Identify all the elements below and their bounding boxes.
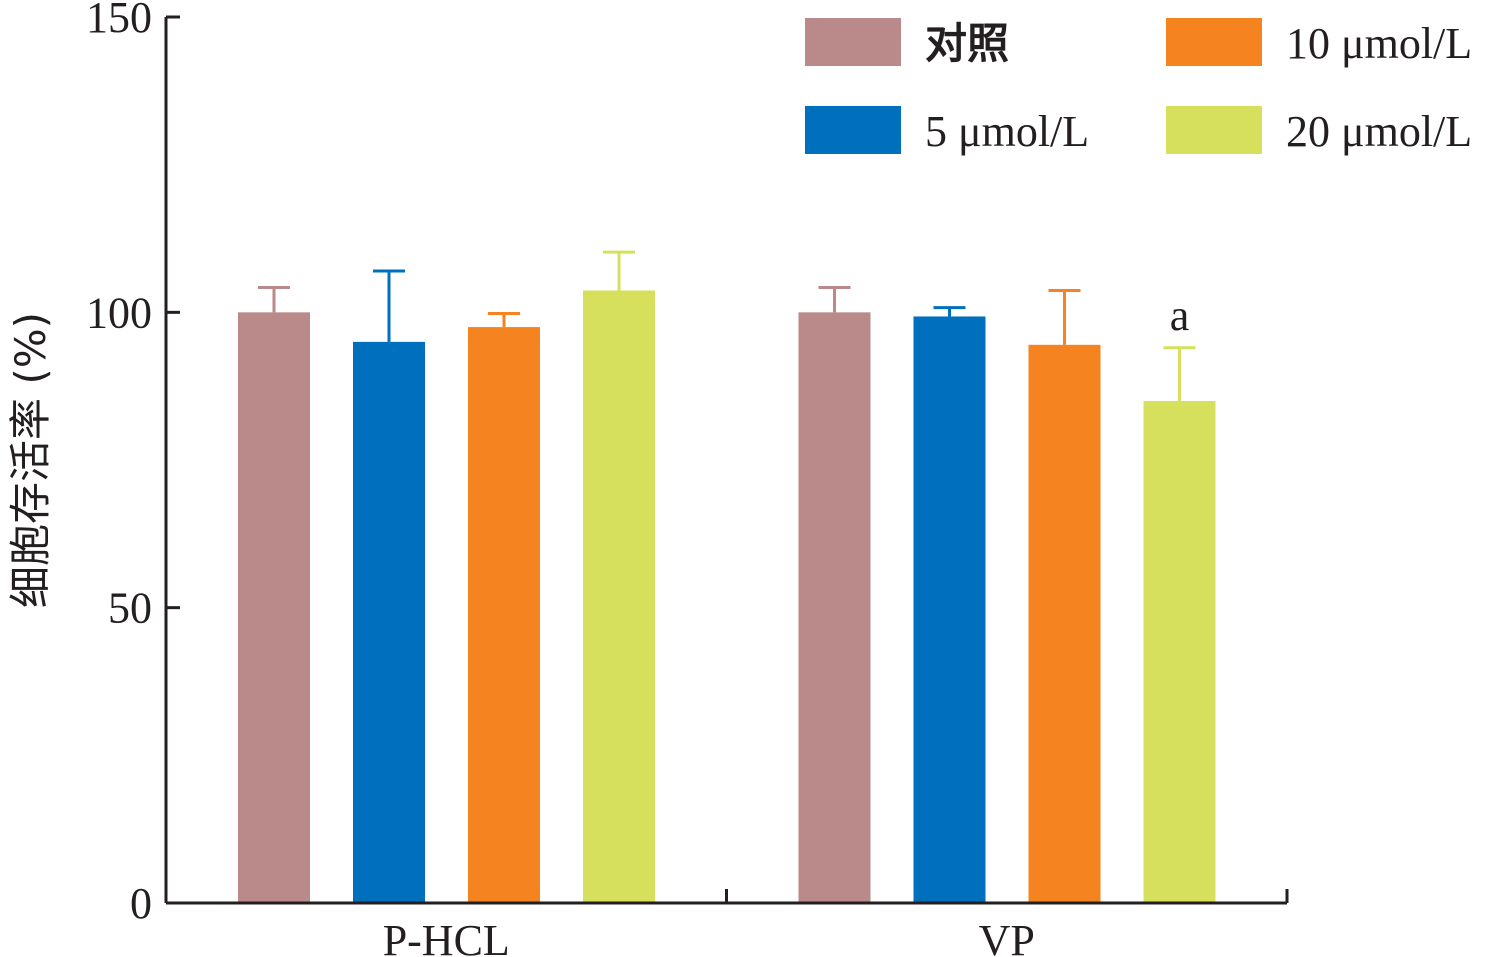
y-axis-label: 细胞存活率 (%) <box>6 312 55 608</box>
y-tick-label: 0 <box>130 879 152 928</box>
y-tick-label: 100 <box>86 288 152 337</box>
annotations: a <box>1170 291 1190 340</box>
legend-swatch <box>1166 18 1262 66</box>
legend-swatch <box>805 18 901 66</box>
legend-swatch <box>1166 106 1262 154</box>
axes-layer <box>164 17 1287 905</box>
bars-layer <box>238 250 1216 904</box>
x-tick-label: VP <box>979 916 1035 957</box>
legend-label: 10 μmol/L <box>1286 19 1472 68</box>
legend-label: 5 μmol/L <box>925 107 1089 156</box>
legend-label: 20 μmol/L <box>1286 107 1472 156</box>
bar <box>353 341 425 903</box>
bar <box>1028 344 1101 903</box>
legend-swatch <box>805 106 901 154</box>
bar <box>913 316 986 903</box>
bar <box>468 327 540 904</box>
significance-label: a <box>1170 291 1190 340</box>
x-tick-label: P-HCL <box>383 916 510 957</box>
y-tick-label: 50 <box>108 584 152 633</box>
ticks-layer: P-HCL VP 0 50 100 150 <box>86 0 1289 957</box>
legend: 对照 5 μmol/L 10 μmol/L 20 μmol/L <box>805 18 1472 156</box>
legend-label: 对照 <box>925 19 1009 68</box>
bar <box>583 290 655 904</box>
y-tick-label: 150 <box>86 0 152 42</box>
bar <box>238 312 310 903</box>
bar <box>1143 400 1216 903</box>
bar <box>798 312 871 903</box>
